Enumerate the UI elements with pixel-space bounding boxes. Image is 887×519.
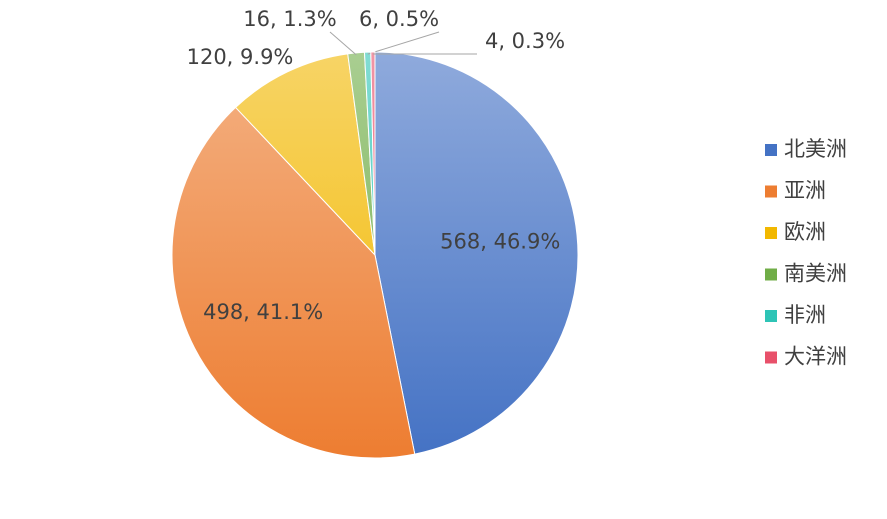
pie-slice — [370, 51, 376, 256]
legend-label: 欧洲 — [784, 220, 826, 244]
data-label: 16, 1.3% — [243, 7, 336, 31]
leader-line — [329, 31, 357, 56]
legend-label: 非洲 — [784, 303, 826, 327]
legend-swatch — [765, 185, 777, 198]
legend-label: 亚洲 — [784, 179, 826, 203]
legend-label: 大洋洲 — [784, 345, 847, 369]
data-label: 120, 9.9% — [187, 45, 294, 69]
legend-swatch — [765, 227, 777, 239]
legend-swatch — [765, 268, 777, 281]
pie-slice — [234, 53, 376, 257]
legend-swatch — [765, 144, 777, 156]
legend-swatch — [765, 310, 777, 322]
legend-label: 南美洲 — [784, 262, 847, 286]
legend-swatch — [765, 351, 777, 364]
data-label: 4, 0.3% — [485, 29, 565, 53]
data-label: 6, 0.5% — [359, 7, 439, 31]
leader-line — [367, 31, 440, 55]
data-label: 568, 46.9% — [440, 230, 560, 254]
pie-slice — [171, 106, 416, 459]
legend-label: 北美洲 — [784, 137, 847, 161]
pie-slice — [374, 51, 579, 455]
data-label: 498, 41.1% — [203, 300, 323, 324]
